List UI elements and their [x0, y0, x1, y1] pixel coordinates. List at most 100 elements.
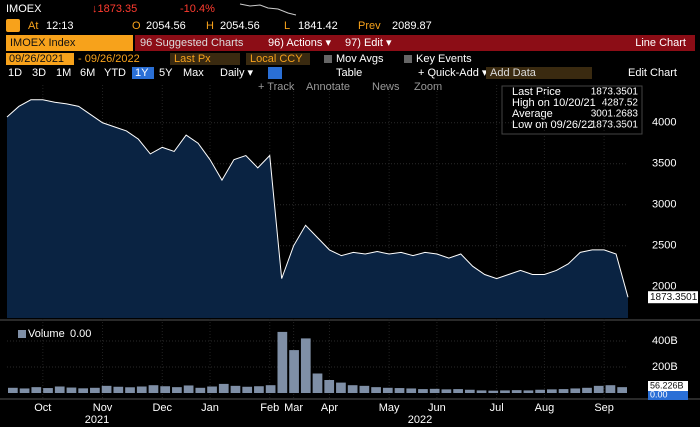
bar — [394, 388, 405, 393]
bar — [347, 385, 358, 393]
bar — [300, 338, 311, 393]
x-tick-label: May — [379, 402, 400, 414]
bar — [207, 386, 217, 393]
high-label: H — [206, 20, 214, 32]
suggested[interactable]: 96 Suggested Charts — [140, 37, 244, 49]
volume-last: 56.226B — [650, 380, 684, 390]
bar — [54, 386, 65, 393]
tool[interactable]: News — [372, 81, 400, 93]
frequency[interactable]: Daily ▾ — [220, 67, 254, 79]
bar — [172, 387, 182, 393]
tool[interactable]: Zoom — [414, 81, 442, 93]
bar — [324, 380, 335, 393]
checkbox[interactable] — [324, 55, 332, 63]
period-active — [132, 67, 154, 79]
bar — [66, 387, 77, 393]
bar — [277, 331, 288, 393]
field-box[interactable] — [170, 53, 240, 65]
bar — [336, 382, 346, 393]
start-date[interactable]: 09/26/2021 — [9, 53, 64, 65]
bar — [183, 385, 194, 393]
bar — [31, 387, 42, 393]
currency[interactable]: Local CCY — [250, 53, 303, 65]
end-date[interactable]: - 09/26/2022 — [78, 53, 140, 65]
line-icon[interactable] — [268, 67, 282, 79]
table[interactable]: Table — [336, 67, 362, 79]
bar — [254, 386, 264, 393]
bar — [19, 388, 30, 393]
bar — [453, 389, 463, 393]
period[interactable]: 1M — [56, 67, 71, 79]
tool[interactable]: + Track — [258, 81, 295, 93]
security[interactable]: IMOEX Index — [10, 37, 76, 49]
bar — [511, 390, 522, 393]
period[interactable]: 5Y — [159, 67, 173, 79]
bar — [265, 385, 276, 393]
period[interactable]: YTD — [104, 67, 126, 79]
legend-swatch — [18, 330, 26, 338]
bar — [78, 388, 89, 393]
bar — [488, 390, 499, 393]
quick-add[interactable]: + Quick-Add ▾ — [418, 67, 488, 79]
chart-type: Line Chart — [635, 37, 686, 49]
legend-label: Average — [512, 108, 553, 120]
bar — [441, 389, 452, 393]
edit-chart[interactable]: Edit Chart — [628, 67, 677, 79]
actions[interactable]: 96) Actions ▾ — [268, 37, 331, 49]
key-events[interactable]: Key Events — [416, 53, 472, 65]
legend-label: High on 10/20/21 — [512, 97, 596, 109]
x-tick-label: Dec — [152, 402, 172, 414]
volume-axis-value: 0.00 — [650, 389, 668, 399]
ccy-box[interactable] — [246, 53, 310, 65]
volume-legend: Volume — [28, 328, 65, 340]
edit[interactable]: 97) Edit ▾ — [345, 37, 392, 49]
time-label: At — [28, 20, 38, 32]
bar — [136, 386, 147, 393]
icon — [6, 19, 20, 32]
vol-box — [648, 381, 688, 391]
bar — [500, 390, 510, 393]
year: 2021 — [85, 414, 109, 426]
sparkline — [239, 3, 297, 16]
y-tick-label: 400B — [652, 335, 678, 347]
period[interactable]: Max — [183, 67, 204, 79]
tool[interactable]: Annotate — [306, 81, 350, 93]
legend-value: 1873.3501 — [591, 87, 639, 98]
bar — [382, 387, 393, 393]
y-tick-label: 2500 — [652, 240, 676, 252]
period[interactable]: 1Y — [135, 67, 149, 79]
change: -10.4% — [180, 3, 215, 15]
field[interactable]: Last Px — [174, 53, 211, 65]
period[interactable]: 1D — [8, 67, 22, 79]
prev: 2089.87 — [392, 20, 432, 32]
start-box[interactable] — [6, 53, 74, 65]
mov-avgs[interactable]: Mov Avgs — [336, 53, 384, 65]
bar — [195, 387, 206, 393]
bar — [101, 385, 112, 393]
period[interactable]: 6M — [80, 67, 95, 79]
x-tick-label: Jun — [428, 402, 446, 414]
bar — [125, 387, 135, 393]
add-data[interactable]: Add Data — [490, 67, 537, 79]
bar — [406, 388, 417, 393]
prev-label: Prev — [358, 20, 381, 32]
ticker: IMOEX — [6, 3, 42, 15]
x-tick-label: Aug — [535, 402, 555, 414]
bar — [546, 389, 557, 393]
security-box[interactable] — [6, 35, 133, 51]
add-data-box[interactable] — [486, 67, 592, 79]
legend-value: 3001.2683 — [591, 109, 639, 120]
legend-bg — [501, 85, 643, 135]
bar — [160, 386, 171, 393]
bar — [558, 389, 569, 393]
checkbox[interactable] — [404, 55, 412, 63]
x-tick-label: Nov — [93, 402, 113, 414]
bar — [312, 373, 323, 393]
volume-legend-value: 0.00 — [70, 328, 91, 340]
period[interactable]: 3D — [32, 67, 46, 79]
vol-box2 — [648, 391, 688, 400]
x-tick-label: Oct — [34, 402, 51, 414]
x-tick-label: Apr — [321, 402, 338, 414]
bar — [359, 385, 370, 393]
